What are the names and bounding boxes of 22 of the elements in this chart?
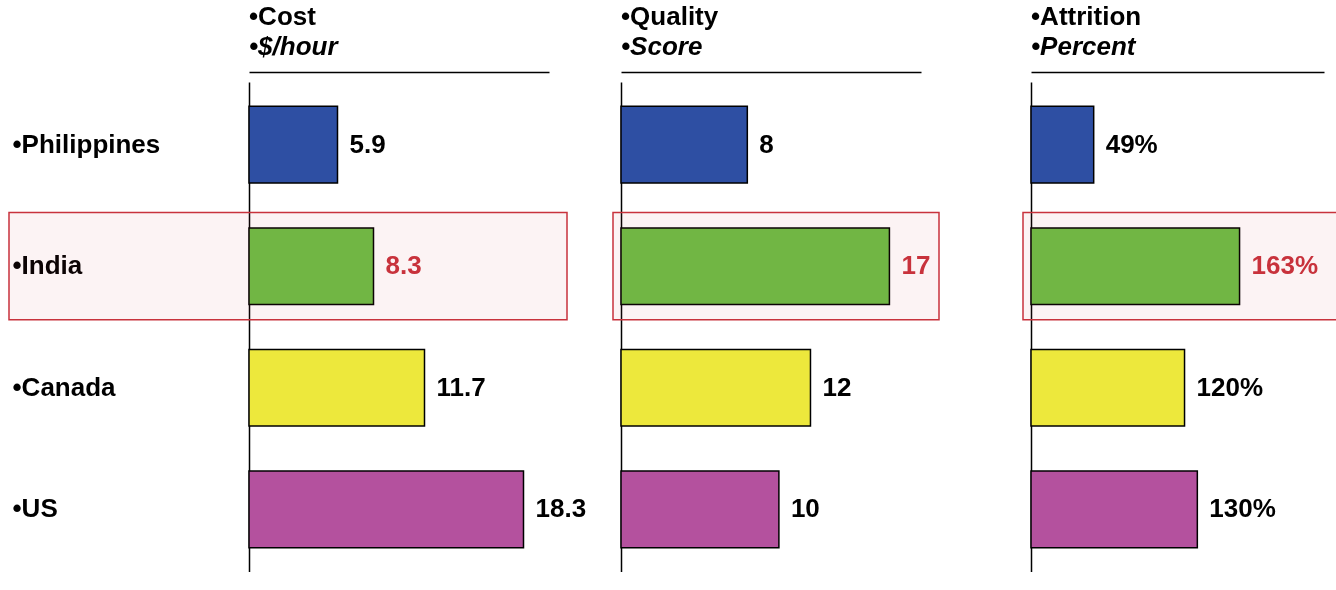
chart-title: •Quality (621, 1, 719, 31)
y-tick-label: •Philippines (12, 128, 161, 159)
data-label: 11.7 (436, 371, 486, 402)
data-label: 8.3 (385, 250, 422, 281)
data-label: 163% (1251, 250, 1319, 281)
chart-subtitle: •Percent (1031, 31, 1137, 61)
y-tick-label: •Canada (12, 371, 117, 402)
data-label: 17 (901, 250, 931, 281)
data-label: 130% (1209, 493, 1276, 524)
chart-title: •Attrition (1031, 1, 1142, 31)
data-label: 10 (790, 493, 820, 524)
data-label: 49% (1105, 128, 1158, 159)
chart-subtitle: •$/hour (249, 31, 340, 61)
data-label: 8 (759, 128, 774, 159)
chart-subtitle: •Score (621, 31, 703, 61)
data-label: 120% (1196, 371, 1264, 402)
data-label: 12 (822, 371, 852, 402)
y-tick-label: •US (12, 493, 58, 524)
chart-title: •Cost (249, 1, 317, 31)
y-tick-label: •India (12, 250, 83, 281)
data-label: 5.9 (349, 128, 386, 159)
data-label: 18.3 (535, 493, 587, 524)
